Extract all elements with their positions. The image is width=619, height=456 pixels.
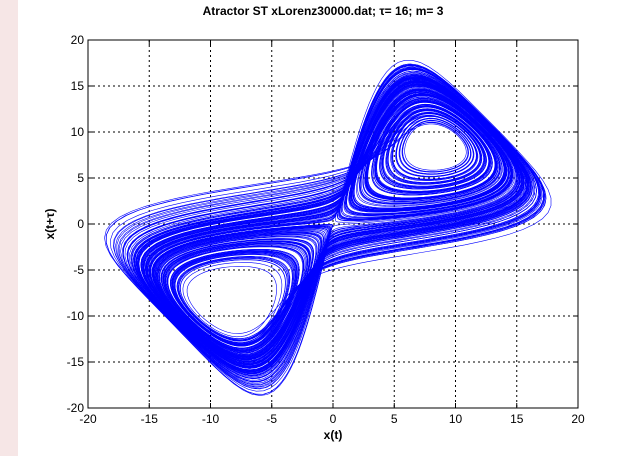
y-tick-label: -5 — [73, 263, 84, 277]
figure: Atractor ST xLorenz30000.dat; τ= 16; m= … — [18, 0, 619, 456]
attractor-plot: Atractor ST xLorenz30000.dat; τ= 16; m= … — [43, 4, 585, 442]
ticks: -20 -15 -10 -5 0 5 10 15 20 -20 -15 -10 -5 0 5 10 15 20 — [67, 33, 585, 426]
y-tick-label: -15 — [67, 355, 85, 369]
chart-title: Atractor ST xLorenz30000.dat; τ= 16; m= … — [203, 4, 444, 18]
y-tick-label: 10 — [71, 125, 85, 139]
x-tick-label: 5 — [391, 412, 398, 426]
y-tick-label: 0 — [77, 217, 84, 231]
y-axis-label: x(t+τ) — [43, 208, 57, 239]
y-tick-label: 20 — [71, 33, 85, 47]
x-tick-label: 20 — [571, 412, 585, 426]
x-tick-label: -5 — [266, 412, 277, 426]
y-tick-label: -20 — [67, 401, 85, 415]
x-axis-label: x(t) — [324, 428, 343, 442]
attractor-trace — [104, 60, 552, 396]
attractor-trace-segment — [126, 68, 541, 379]
x-tick-label: 10 — [449, 412, 463, 426]
y-tick-label: 15 — [71, 79, 85, 93]
x-tick-label: 15 — [510, 412, 524, 426]
y-tick-label: -10 — [67, 309, 85, 323]
attractor-trace-segment — [116, 72, 536, 387]
x-tick-label: 0 — [330, 412, 337, 426]
attractor-trace-segment — [127, 75, 531, 379]
x-tick-label: -15 — [141, 412, 159, 426]
x-tick-label: -20 — [79, 412, 97, 426]
y-tick-label: 5 — [77, 171, 84, 185]
x-tick-label: -10 — [202, 412, 220, 426]
